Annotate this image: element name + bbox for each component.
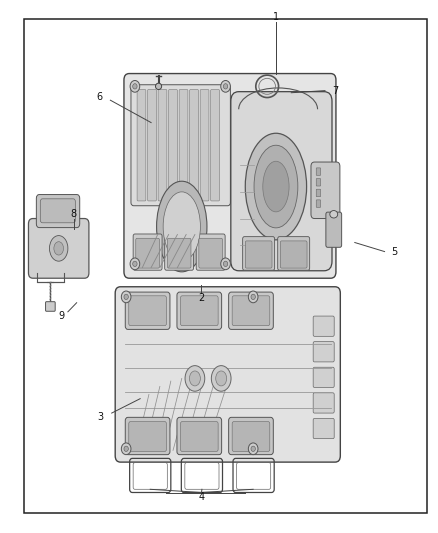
FancyBboxPatch shape (177, 292, 222, 329)
FancyBboxPatch shape (280, 241, 307, 268)
Ellipse shape (251, 294, 255, 300)
FancyBboxPatch shape (129, 296, 166, 326)
FancyBboxPatch shape (232, 296, 270, 326)
Ellipse shape (245, 133, 307, 240)
Ellipse shape (254, 145, 298, 228)
FancyBboxPatch shape (148, 90, 156, 201)
FancyBboxPatch shape (28, 219, 89, 278)
FancyBboxPatch shape (245, 241, 272, 268)
FancyBboxPatch shape (243, 237, 275, 270)
Ellipse shape (155, 83, 162, 90)
FancyBboxPatch shape (180, 422, 218, 451)
Text: 8: 8 (71, 209, 77, 219)
FancyBboxPatch shape (46, 302, 55, 311)
FancyBboxPatch shape (313, 316, 334, 336)
FancyBboxPatch shape (313, 367, 334, 387)
Text: 9: 9 (58, 311, 64, 320)
Ellipse shape (133, 84, 137, 89)
FancyBboxPatch shape (196, 234, 225, 270)
FancyBboxPatch shape (278, 237, 310, 270)
FancyBboxPatch shape (115, 287, 340, 462)
Ellipse shape (248, 443, 258, 455)
FancyBboxPatch shape (313, 393, 334, 413)
Text: 6: 6 (97, 92, 103, 102)
FancyBboxPatch shape (211, 90, 219, 201)
FancyBboxPatch shape (179, 90, 188, 201)
Ellipse shape (121, 443, 131, 455)
Ellipse shape (221, 258, 230, 270)
FancyBboxPatch shape (199, 238, 223, 268)
Ellipse shape (330, 211, 338, 218)
FancyBboxPatch shape (311, 162, 340, 219)
FancyBboxPatch shape (133, 234, 162, 270)
FancyBboxPatch shape (316, 189, 321, 197)
FancyBboxPatch shape (313, 418, 334, 439)
FancyBboxPatch shape (125, 417, 170, 455)
Ellipse shape (189, 371, 200, 386)
Ellipse shape (49, 236, 68, 261)
FancyBboxPatch shape (229, 417, 273, 455)
Text: 5: 5 (391, 247, 397, 256)
Ellipse shape (211, 366, 231, 391)
FancyBboxPatch shape (229, 292, 273, 329)
FancyBboxPatch shape (131, 85, 230, 206)
Ellipse shape (121, 291, 131, 303)
FancyBboxPatch shape (124, 74, 336, 278)
FancyBboxPatch shape (177, 417, 222, 455)
Ellipse shape (156, 181, 207, 272)
Text: 1: 1 (273, 12, 279, 22)
FancyBboxPatch shape (165, 234, 194, 270)
FancyBboxPatch shape (40, 199, 75, 223)
FancyBboxPatch shape (136, 238, 159, 268)
FancyBboxPatch shape (316, 168, 321, 175)
FancyBboxPatch shape (190, 90, 198, 201)
Text: 7: 7 (332, 86, 338, 95)
FancyBboxPatch shape (36, 195, 80, 228)
Ellipse shape (130, 258, 140, 270)
FancyBboxPatch shape (231, 92, 332, 271)
Ellipse shape (54, 241, 64, 255)
Text: 2: 2 (198, 294, 205, 303)
FancyBboxPatch shape (129, 422, 166, 451)
Ellipse shape (185, 366, 205, 391)
Ellipse shape (248, 291, 258, 303)
FancyBboxPatch shape (180, 296, 218, 326)
Ellipse shape (124, 294, 128, 300)
Ellipse shape (215, 371, 227, 386)
FancyBboxPatch shape (316, 200, 321, 207)
Ellipse shape (223, 84, 228, 89)
Ellipse shape (223, 261, 228, 266)
Ellipse shape (124, 446, 128, 451)
Text: 3: 3 (98, 412, 104, 422)
Ellipse shape (251, 446, 255, 451)
FancyBboxPatch shape (200, 90, 209, 201)
FancyBboxPatch shape (232, 422, 270, 451)
FancyBboxPatch shape (158, 90, 167, 201)
Ellipse shape (130, 80, 140, 92)
Ellipse shape (133, 261, 137, 266)
FancyBboxPatch shape (326, 212, 342, 247)
Text: 4: 4 (198, 492, 205, 502)
FancyBboxPatch shape (313, 342, 334, 362)
FancyBboxPatch shape (316, 179, 321, 186)
Ellipse shape (163, 192, 200, 261)
FancyBboxPatch shape (167, 238, 191, 268)
Ellipse shape (263, 161, 289, 212)
FancyBboxPatch shape (125, 292, 170, 329)
FancyBboxPatch shape (169, 90, 177, 201)
FancyBboxPatch shape (137, 90, 146, 201)
Ellipse shape (221, 80, 230, 92)
